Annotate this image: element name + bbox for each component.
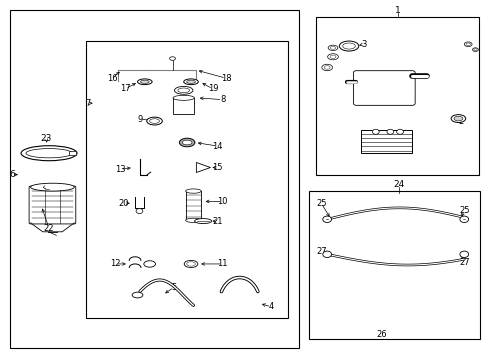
Text: 27: 27 (458, 258, 468, 267)
Ellipse shape (185, 189, 201, 193)
Bar (316, 18, 478, 175)
Ellipse shape (149, 119, 159, 123)
Ellipse shape (186, 80, 195, 84)
Ellipse shape (179, 138, 195, 147)
Ellipse shape (143, 261, 155, 267)
Circle shape (322, 251, 331, 257)
Bar (10, 10, 299, 348)
Bar (173, 98, 194, 114)
Ellipse shape (473, 49, 476, 51)
Ellipse shape (169, 57, 175, 60)
Ellipse shape (137, 79, 152, 85)
Ellipse shape (186, 262, 195, 266)
Ellipse shape (174, 86, 193, 94)
Ellipse shape (173, 95, 194, 100)
Ellipse shape (132, 292, 142, 298)
Ellipse shape (471, 48, 477, 51)
Circle shape (459, 251, 468, 257)
Text: 26: 26 (376, 330, 386, 339)
Ellipse shape (184, 260, 198, 267)
Text: 5: 5 (171, 283, 176, 292)
Ellipse shape (321, 64, 332, 71)
Text: 27: 27 (315, 247, 326, 256)
Ellipse shape (450, 114, 465, 122)
Text: 2: 2 (457, 117, 463, 126)
Text: 9: 9 (137, 115, 142, 124)
Ellipse shape (329, 55, 335, 58)
Text: 6: 6 (9, 170, 15, 179)
Bar (308, 191, 479, 339)
Bar (361, 130, 411, 153)
Text: 11: 11 (217, 260, 227, 269)
Ellipse shape (194, 219, 211, 224)
FancyBboxPatch shape (29, 186, 76, 224)
Text: 16: 16 (107, 74, 117, 83)
Text: 13: 13 (115, 165, 125, 174)
FancyBboxPatch shape (353, 71, 414, 105)
Text: 25: 25 (315, 199, 326, 208)
Text: 10: 10 (217, 197, 227, 206)
Circle shape (459, 216, 468, 222)
Text: 12: 12 (110, 260, 121, 269)
Ellipse shape (329, 46, 335, 49)
Ellipse shape (30, 183, 74, 191)
Polygon shape (196, 162, 210, 172)
Text: 23: 23 (41, 134, 52, 143)
Text: 20: 20 (119, 199, 129, 208)
Ellipse shape (183, 79, 198, 85)
Ellipse shape (146, 117, 162, 125)
Circle shape (322, 216, 331, 222)
Ellipse shape (339, 41, 358, 51)
Text: 24: 24 (393, 180, 404, 189)
Text: 25: 25 (458, 206, 468, 215)
Ellipse shape (327, 54, 338, 60)
Text: 18: 18 (220, 74, 231, 83)
Circle shape (386, 129, 393, 134)
Ellipse shape (453, 116, 462, 121)
Text: 22: 22 (44, 224, 54, 233)
Bar (69, 151, 76, 156)
Ellipse shape (185, 218, 201, 222)
Ellipse shape (21, 146, 77, 161)
Ellipse shape (465, 43, 469, 45)
Circle shape (396, 129, 403, 134)
Text: 1: 1 (394, 6, 400, 15)
Text: 4: 4 (268, 302, 273, 311)
Ellipse shape (463, 42, 471, 46)
Ellipse shape (140, 80, 149, 84)
Text: 7: 7 (85, 99, 90, 108)
Text: 21: 21 (212, 217, 223, 226)
Text: 17: 17 (120, 84, 130, 93)
Text: 19: 19 (207, 84, 218, 93)
Text: 3: 3 (360, 40, 366, 49)
Ellipse shape (178, 88, 189, 93)
Ellipse shape (26, 149, 72, 158)
Text: 8: 8 (220, 95, 225, 104)
Ellipse shape (324, 66, 329, 69)
Text: 14: 14 (212, 141, 223, 150)
Ellipse shape (327, 45, 337, 50)
Bar (86, 41, 287, 318)
Ellipse shape (182, 140, 192, 145)
Circle shape (372, 129, 378, 134)
Circle shape (136, 208, 142, 213)
Text: 15: 15 (212, 163, 223, 172)
Ellipse shape (342, 43, 355, 49)
Bar (185, 191, 201, 220)
